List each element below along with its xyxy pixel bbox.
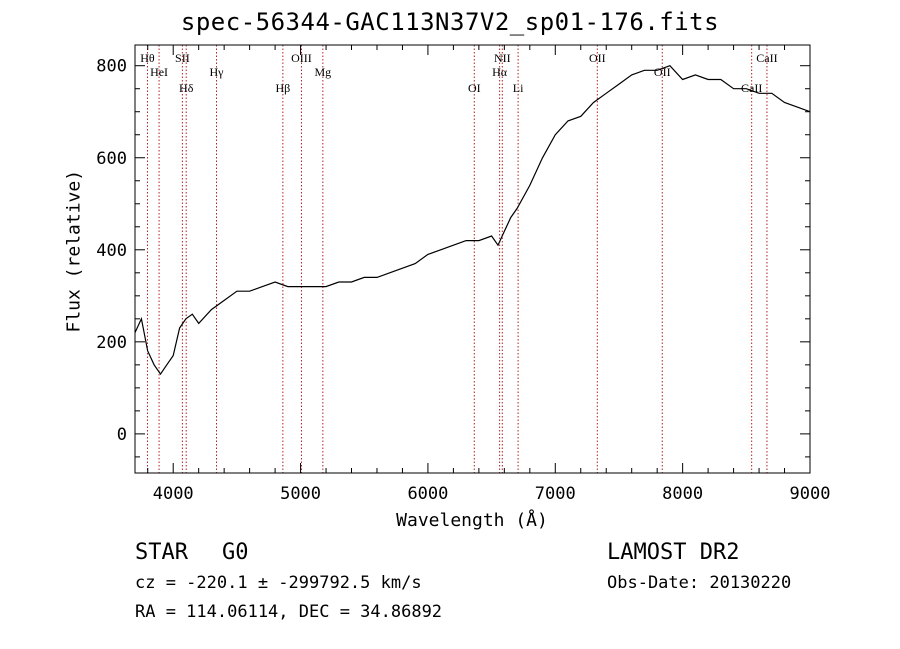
line-label: SII — [175, 51, 190, 65]
star-class: STAR G0 — [135, 540, 248, 565]
y-tick-label: 600 — [96, 149, 127, 169]
plot-frame — [134, 44, 811, 474]
class-label: STAR — [135, 540, 188, 565]
y-tick-label: 800 — [96, 57, 127, 77]
subclass-label: G0 — [221, 540, 249, 565]
y-tick-label: 200 — [96, 333, 127, 353]
survey-label: LAMOST DR2 — [607, 540, 740, 565]
axis-ticks: 4000 5000 6000 7000 8000 9000 0 200 400 600 800 — [96, 45, 830, 504]
y-axis-label: Flux (relative) — [63, 169, 85, 333]
x-tick-label: 8000 — [662, 484, 703, 504]
line-label: Hγ — [210, 65, 225, 79]
line-label: HeI — [150, 65, 168, 79]
line-label: Hα — [492, 65, 508, 79]
line-label: Hδ — [179, 81, 194, 95]
chart-title: spec-56344-GAC113N37V2_sp01-176.fits — [180, 8, 720, 36]
x-tick-label: 9000 — [790, 484, 831, 504]
spectral-line-markers — [146, 45, 768, 473]
y-tick-label: 400 — [96, 241, 127, 261]
x-tick-label: 6000 — [407, 484, 448, 504]
x-tick-label: 7000 — [535, 484, 576, 504]
line-label: Hβ — [275, 81, 290, 95]
line-label: Li — [513, 81, 524, 95]
spectrum-line — [134, 64, 811, 376]
line-label: OI — [468, 81, 481, 95]
line-label: CaII — [756, 51, 777, 65]
line-label: Hθ — [140, 51, 155, 65]
x-tick-label: 4000 — [153, 484, 194, 504]
line-label: OII — [654, 65, 671, 79]
y-tick-label: 0 — [117, 425, 127, 445]
ra-dec-readout: RA = 114.06114, DEC = 34.86892 — [135, 602, 443, 622]
line-label: Mg — [315, 65, 332, 79]
x-tick-label: 5000 — [280, 484, 321, 504]
plot-border — [134, 44, 811, 474]
line-label: NII — [494, 51, 511, 65]
redshift-readout: cz = -220.1 ± -299792.5 km/s — [135, 573, 422, 593]
line-label: CaII — [741, 81, 762, 95]
spectrum-series — [134, 64, 811, 376]
obs-date: Obs-Date: 20130220 — [607, 573, 792, 593]
x-axis-label: Wavelength (Å) — [396, 510, 548, 531]
line-label: OII — [589, 51, 606, 65]
line-label: OIII — [291, 51, 312, 65]
